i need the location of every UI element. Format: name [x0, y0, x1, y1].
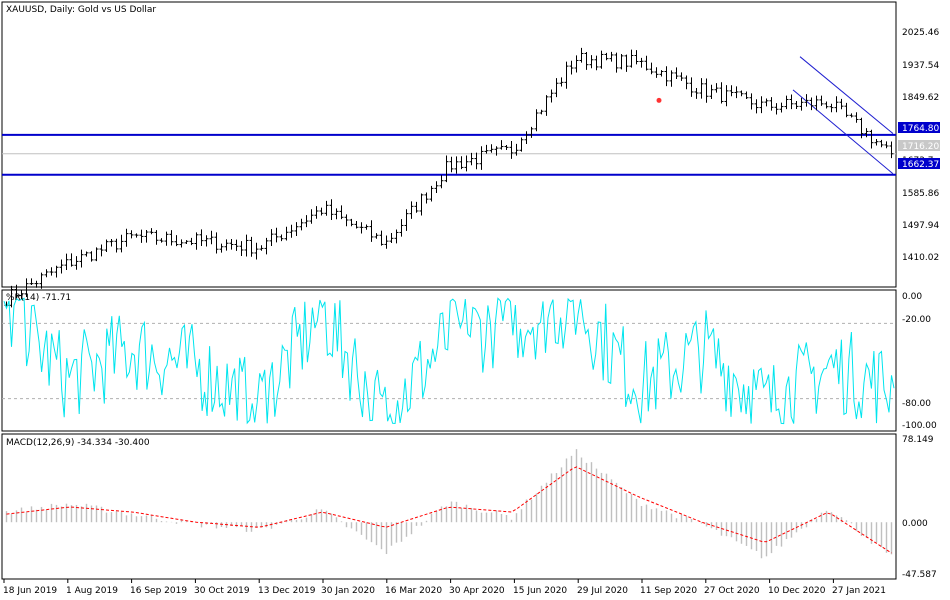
level-badge-lower [898, 158, 940, 169]
macd-tick-label: -47.587 [902, 570, 937, 580]
wpr-tick-label: -100.00 [902, 421, 937, 431]
x-axis-label: 16 Mar 2020 [385, 586, 442, 596]
x-axis-label: 27 Oct 2020 [704, 586, 760, 596]
x-axis-label: 13 Dec 2019 [258, 586, 316, 596]
macd-tick-label: 78.149 [902, 435, 934, 445]
x-axis-label: 10 Dec 2020 [768, 586, 826, 596]
price-tick-label: 2025.46 [902, 28, 939, 38]
wpr-tick-label: -20.00 [902, 315, 931, 325]
wpr-tick-label: -80.00 [902, 399, 931, 409]
last-price-badge-label: 1716.20 [902, 142, 939, 152]
signal-marker [656, 97, 662, 103]
x-axis-label: 30 Jan 2020 [321, 586, 375, 596]
price-tick-label: 1497.94 [902, 221, 939, 231]
wpr-series [2, 297, 896, 425]
price-tick-label: 1937.54 [902, 61, 939, 71]
x-axis-label: 29 Jul 2020 [577, 586, 628, 596]
macd-signal-line [6, 466, 892, 554]
x-axis-label: 18 Jun 2019 [3, 586, 57, 596]
axis-ticks [3, 579, 834, 583]
x-axis-label: 11 Sep 2020 [640, 586, 697, 596]
level-badge-upper-label: 1764.80 [902, 124, 939, 134]
price-panel-title: XAUUSD, Daily: Gold vs US Dollar [6, 5, 156, 15]
macd-tick-label: 0.000 [902, 519, 928, 529]
level-badge-upper [898, 122, 940, 133]
macd-panel-title: MACD(12,26,9) -34.334 -30.400 [6, 438, 150, 448]
wpr-line [3, 297, 895, 425]
wpr-panel-title: %R(14) -71.71 [6, 293, 71, 303]
price-series [2, 47, 896, 308]
price-tick-label: 1410.02 [902, 253, 939, 263]
x-axis-label: 15 Jun 2020 [513, 586, 567, 596]
last-price-badge [898, 140, 940, 151]
x-axis-label: 1 Aug 2019 [66, 586, 118, 596]
x-axis-label: 27 Jan 2021 [832, 586, 886, 596]
x-axis-label: 30 Oct 2019 [194, 586, 250, 596]
macd-panel-frame [1, 433, 897, 580]
price-tick-label: 1849.62 [902, 93, 939, 103]
macd-series [5, 449, 893, 559]
channel-upper-line [799, 56, 894, 134]
level-badge-lower-label: 1662.37 [902, 160, 939, 170]
wpr-panel-frame [1, 289, 897, 432]
channel-lower-line [792, 89, 894, 175]
wpr-tick-label: 0.00 [902, 292, 922, 302]
price-tick-label: 1585.86 [902, 189, 939, 199]
price-panel-frame [1, 1, 897, 288]
x-axis-label: 16 Sep 2019 [130, 586, 187, 596]
x-axis-label: 30 Apr 2020 [449, 586, 505, 596]
